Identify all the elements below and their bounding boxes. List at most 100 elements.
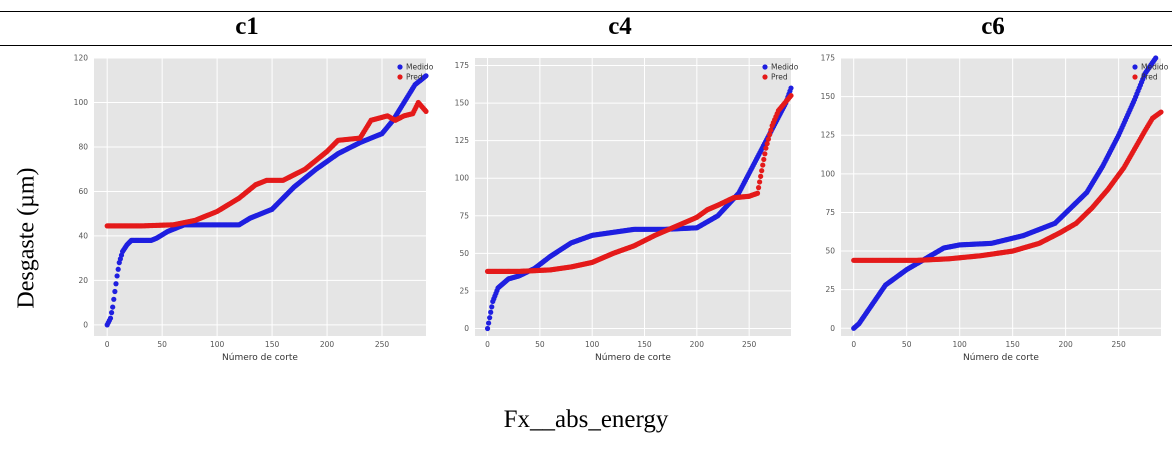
- x-tick-label: 200: [1058, 340, 1073, 349]
- data-point-medido: [114, 273, 120, 279]
- x-tick-label: 0: [105, 340, 110, 349]
- data-point-pred: [758, 173, 764, 179]
- y-tick-label: 0: [83, 320, 88, 329]
- column-header-c1: c1: [235, 13, 259, 40]
- y-tick-label: 40: [78, 231, 88, 240]
- y-tick-label: 50: [459, 249, 469, 258]
- legend-marker-pred: [1132, 74, 1138, 80]
- chart-panel-c6: 0 50 100 150 200 250 0 25 50 75 100 125 150 175 Número…: [803, 52, 1169, 388]
- y-tick-label: 0: [464, 324, 469, 333]
- legend-marker-medido: [762, 64, 768, 70]
- data-point-medido: [110, 304, 116, 310]
- y-tick-label: 80: [78, 142, 88, 151]
- y-tick-label: 50: [825, 247, 835, 256]
- y-tick-label: 25: [825, 285, 835, 294]
- x-axis-title: Número de corte: [963, 353, 1039, 363]
- y-tick-label: 175: [821, 54, 836, 63]
- x-tick-label: 200: [690, 340, 705, 349]
- plot-area: [841, 58, 1161, 336]
- figure-caption: Fx__abs_energy: [503, 406, 669, 433]
- x-tick-label: 150: [1005, 340, 1020, 349]
- y-tick-label: 25: [459, 286, 469, 295]
- data-point-medido: [113, 281, 119, 287]
- data-point-medido: [115, 266, 121, 272]
- column-header-c4: c4: [608, 13, 632, 40]
- data-point-pred: [755, 185, 762, 191]
- y-tick-label: 125: [821, 131, 836, 140]
- data-point-medido: [484, 325, 491, 332]
- legend-label-pred: Pred: [1141, 73, 1158, 82]
- data-point-pred: [759, 168, 765, 174]
- y-tick-label: 175: [455, 61, 470, 70]
- y-axis-label: Desgaste (µm): [13, 167, 40, 309]
- data-point-medido: [111, 296, 117, 302]
- legend-marker-pred: [397, 74, 403, 80]
- y-tick-label: 150: [821, 92, 836, 101]
- y-axis-label-wrapper: Desgaste (µm): [0, 167, 54, 308]
- x-axis-title: Número de corte: [595, 353, 671, 363]
- y-tick-label: 60: [78, 187, 88, 196]
- table-top-rule: [0, 11, 1172, 12]
- chart-svg-c6: 0 50 100 150 200 250 0 25 50 75 100 125 150 175 Número…: [821, 54, 1169, 364]
- y-tick-label: 100: [74, 98, 89, 107]
- legend-label-pred: Pred: [406, 73, 423, 82]
- y-tick-label: 75: [459, 211, 469, 220]
- data-point-pred: [423, 108, 429, 114]
- legend-label-medido: Medido: [771, 63, 799, 72]
- y-tick-label: 0: [830, 324, 835, 333]
- data-point-pred: [767, 132, 773, 138]
- legend-label-pred: Pred: [771, 73, 788, 82]
- x-tick-label: 150: [265, 340, 280, 349]
- data-point-medido: [423, 73, 429, 79]
- data-point-pred: [765, 136, 771, 142]
- chart-panel-c1: 0 50 100 150 200 250 0 20 40 60 80 100 120 Número de …: [56, 52, 434, 388]
- y-tick-label: 125: [455, 136, 470, 145]
- x-tick-label: 250: [1111, 340, 1126, 349]
- data-point-pred: [1158, 109, 1164, 115]
- data-point-medido: [1153, 55, 1159, 61]
- legend-label-medido: Medido: [406, 63, 434, 72]
- data-point-medido: [488, 309, 494, 315]
- data-point-medido: [108, 310, 115, 316]
- y-tick-label: 20: [78, 276, 88, 285]
- data-point-medido: [487, 315, 493, 321]
- chart-svg-c4: 0 50 100 150 200 250 0 25 50 75 100 125 150 175 Número…: [455, 58, 799, 363]
- x-tick-label: 50: [902, 340, 912, 349]
- y-tick-label: 100: [455, 174, 470, 183]
- legend-label-medido: Medido: [1141, 63, 1169, 72]
- y-tick-label: 120: [74, 54, 89, 63]
- y-tick-label: 75: [825, 208, 835, 217]
- x-tick-label: 100: [585, 340, 600, 349]
- table-header-rule: [0, 45, 1172, 46]
- x-axis-title: Número de corte: [222, 353, 298, 363]
- x-tick-label: 50: [157, 340, 167, 349]
- y-tick-label: 150: [455, 99, 470, 108]
- y-tick-label: 100: [821, 169, 836, 178]
- legend-marker-pred: [762, 74, 768, 80]
- x-tick-label: 150: [637, 340, 652, 349]
- data-point-pred: [754, 190, 761, 196]
- x-tick-label: 100: [953, 340, 968, 349]
- data-point-medido: [788, 85, 794, 91]
- data-point-medido: [107, 315, 114, 321]
- data-point-medido: [486, 320, 492, 326]
- chart-svg-c1: 0 50 100 150 200 250 0 20 40 60 80 100 120 Número de …: [74, 54, 434, 364]
- x-tick-label: 250: [742, 340, 757, 349]
- legend-marker-medido: [397, 64, 403, 70]
- x-tick-label: 0: [851, 340, 856, 349]
- x-tick-label: 50: [535, 340, 545, 349]
- data-point-pred: [768, 127, 774, 133]
- data-point-pred: [762, 151, 768, 157]
- x-tick-label: 250: [375, 340, 390, 349]
- x-tick-label: 0: [485, 340, 490, 349]
- column-header-c6: c6: [981, 13, 1005, 40]
- data-point-pred: [761, 156, 767, 163]
- data-point-pred: [788, 92, 794, 99]
- data-point-medido: [112, 288, 118, 295]
- x-tick-label: 100: [210, 340, 225, 349]
- data-point-pred: [764, 141, 770, 147]
- data-point-medido: [489, 304, 495, 310]
- data-point-pred: [760, 162, 766, 168]
- data-point-pred: [763, 145, 769, 151]
- plot-area: [94, 58, 426, 336]
